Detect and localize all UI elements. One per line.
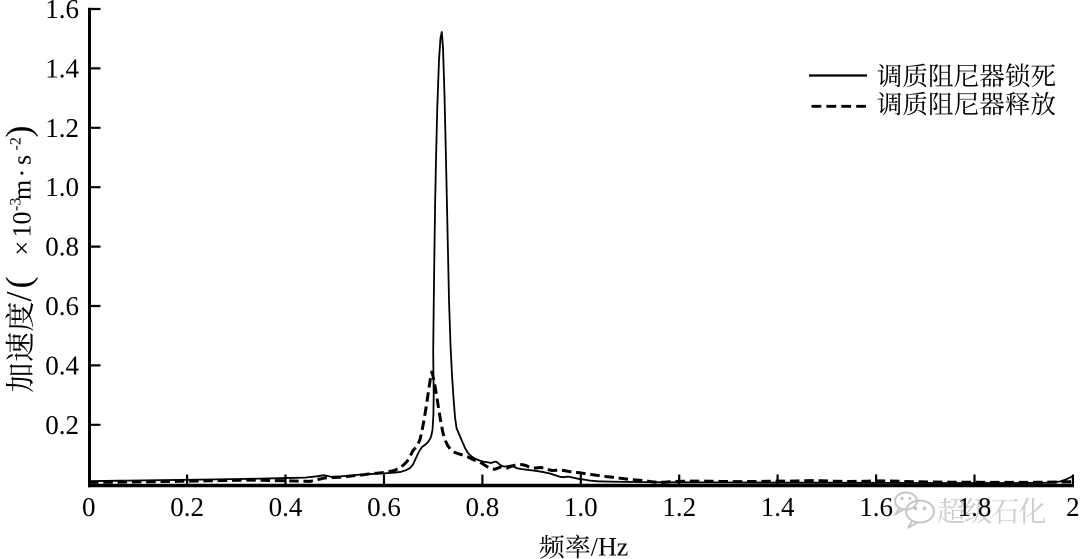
svg-text:1.0: 1.0 xyxy=(45,172,79,202)
svg-text:(: ( xyxy=(0,277,39,289)
svg-text:0.4: 0.4 xyxy=(45,350,79,380)
svg-text:/Hz: /Hz xyxy=(591,533,629,559)
svg-text:10: 10 xyxy=(8,212,37,238)
svg-text:1.0: 1.0 xyxy=(564,492,598,522)
svg-text:0.2: 0.2 xyxy=(170,492,204,522)
svg-text:1.6: 1.6 xyxy=(45,0,79,24)
svg-text:1.4: 1.4 xyxy=(45,53,79,83)
svg-text:0.8: 0.8 xyxy=(45,232,79,262)
svg-text:s: s xyxy=(8,155,37,165)
svg-text:1.4: 1.4 xyxy=(761,492,795,522)
svg-text:1.2: 1.2 xyxy=(662,492,696,522)
svg-text:0.8: 0.8 xyxy=(466,492,500,522)
svg-text:0: 0 xyxy=(82,492,96,522)
svg-text:1.8: 1.8 xyxy=(958,492,992,522)
svg-text:×: × xyxy=(8,241,37,256)
svg-text:0.2: 0.2 xyxy=(45,410,79,440)
svg-text:-3: -3 xyxy=(8,198,25,211)
svg-text:1.6: 1.6 xyxy=(859,492,893,522)
svg-text:1.2: 1.2 xyxy=(45,113,79,143)
svg-text:/: / xyxy=(0,291,39,301)
svg-text:m: m xyxy=(8,180,37,200)
svg-text:0.6: 0.6 xyxy=(367,492,401,522)
svg-text:-2: -2 xyxy=(8,137,25,150)
svg-text:2: 2 xyxy=(1066,492,1080,522)
svg-text:): ) xyxy=(0,126,39,138)
svg-text:0.6: 0.6 xyxy=(45,291,79,321)
svg-text:·: · xyxy=(8,169,37,178)
svg-text:0.4: 0.4 xyxy=(269,492,303,522)
